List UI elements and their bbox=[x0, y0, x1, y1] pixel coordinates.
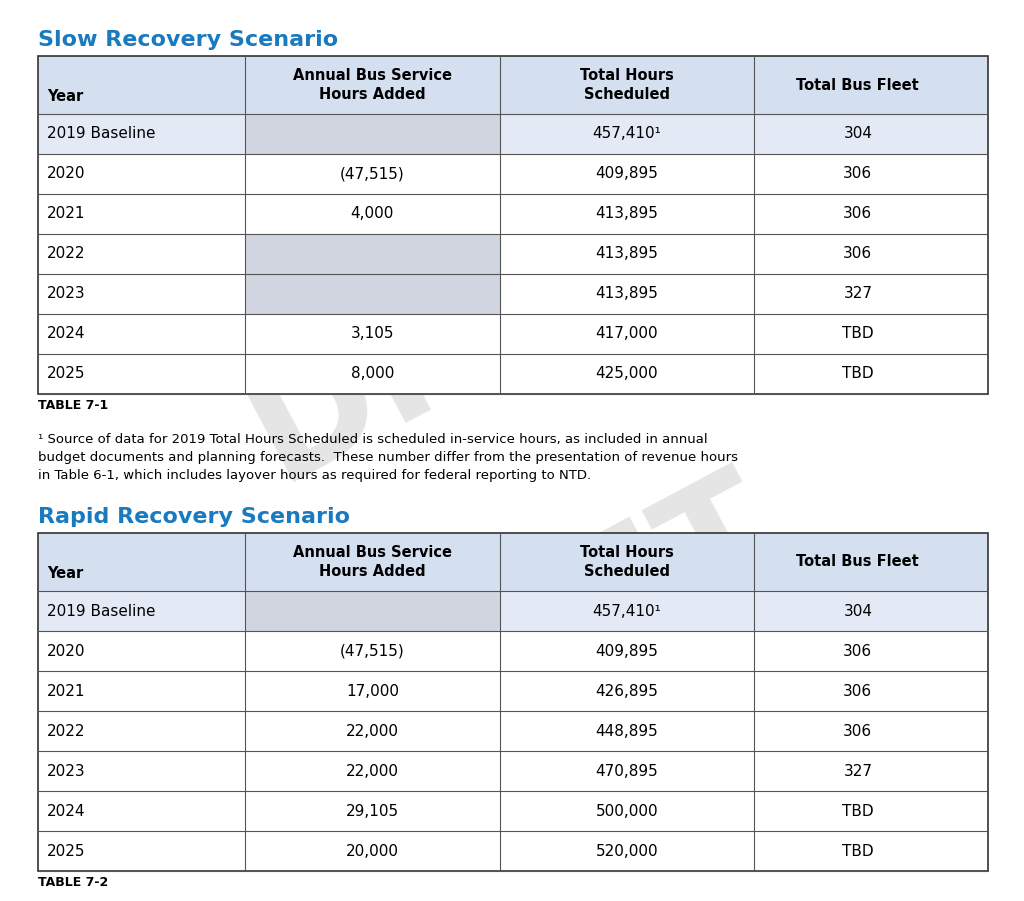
Text: Annual Bus Service
Hours Added: Annual Bus Service Hours Added bbox=[293, 545, 452, 578]
Text: Year: Year bbox=[47, 566, 83, 581]
Text: 426,895: 426,895 bbox=[596, 684, 658, 698]
Text: 2019 Baseline: 2019 Baseline bbox=[47, 126, 156, 141]
Text: Total Hours
Scheduled: Total Hours Scheduled bbox=[580, 545, 674, 578]
Text: 327: 327 bbox=[844, 763, 872, 778]
Text: Annual Bus Service
Hours Added: Annual Bus Service Hours Added bbox=[293, 68, 452, 102]
Bar bbox=[38, 791, 988, 831]
Text: 413,895: 413,895 bbox=[596, 287, 658, 302]
Bar bbox=[38, 831, 988, 871]
Text: 2021: 2021 bbox=[47, 684, 85, 698]
Text: 29,105: 29,105 bbox=[346, 804, 399, 818]
Text: in Table 6-1, which includes layover hours as required for federal reporting to : in Table 6-1, which includes layover hou… bbox=[38, 469, 591, 482]
Text: TBD: TBD bbox=[842, 843, 873, 859]
Text: 2020: 2020 bbox=[47, 167, 85, 181]
Text: 425,000: 425,000 bbox=[596, 367, 658, 381]
Text: Slow Recovery Scenario: Slow Recovery Scenario bbox=[38, 30, 338, 50]
Text: 448,895: 448,895 bbox=[596, 724, 658, 739]
Text: 306: 306 bbox=[844, 247, 872, 261]
Text: 3,105: 3,105 bbox=[350, 326, 394, 341]
Text: 304: 304 bbox=[844, 126, 872, 141]
Bar bbox=[38, 56, 988, 394]
Bar bbox=[38, 354, 988, 394]
Bar bbox=[38, 533, 988, 871]
Text: 2024: 2024 bbox=[47, 804, 85, 818]
Text: 22,000: 22,000 bbox=[346, 763, 399, 778]
Bar bbox=[38, 591, 988, 631]
Text: 327: 327 bbox=[844, 287, 872, 302]
Bar bbox=[38, 711, 988, 751]
Text: TABLE 7-1: TABLE 7-1 bbox=[38, 399, 109, 412]
Text: 413,895: 413,895 bbox=[596, 206, 658, 222]
Text: 2022: 2022 bbox=[47, 724, 85, 739]
Text: 20,000: 20,000 bbox=[346, 843, 399, 859]
Text: 8,000: 8,000 bbox=[350, 367, 394, 381]
Text: 306: 306 bbox=[844, 167, 872, 181]
Text: budget documents and planning forecasts.  These number differ from the presentat: budget documents and planning forecasts.… bbox=[38, 451, 738, 464]
Bar bbox=[245, 114, 500, 154]
Bar bbox=[38, 533, 988, 591]
Text: 2025: 2025 bbox=[47, 843, 85, 859]
Text: 520,000: 520,000 bbox=[596, 843, 658, 859]
Text: 2023: 2023 bbox=[47, 287, 86, 302]
Bar bbox=[38, 114, 988, 154]
Text: (47,515): (47,515) bbox=[340, 167, 404, 181]
Text: 470,895: 470,895 bbox=[596, 763, 658, 778]
Bar bbox=[38, 671, 988, 711]
Text: 409,895: 409,895 bbox=[596, 643, 658, 659]
Text: 457,410¹: 457,410¹ bbox=[593, 126, 662, 141]
Text: 2025: 2025 bbox=[47, 367, 85, 381]
Bar bbox=[38, 751, 988, 791]
Bar bbox=[245, 234, 500, 274]
Text: TABLE 7-2: TABLE 7-2 bbox=[38, 876, 109, 889]
Text: 22,000: 22,000 bbox=[346, 724, 399, 739]
Bar bbox=[38, 56, 988, 114]
Text: 17,000: 17,000 bbox=[346, 684, 399, 698]
Text: 306: 306 bbox=[844, 643, 872, 659]
Bar bbox=[245, 274, 500, 314]
Text: TBD: TBD bbox=[842, 326, 873, 341]
Text: TBD: TBD bbox=[842, 804, 873, 818]
Text: DRAFT: DRAFT bbox=[225, 450, 799, 850]
Text: 306: 306 bbox=[844, 684, 872, 698]
Text: 413,895: 413,895 bbox=[596, 247, 658, 261]
Text: 4,000: 4,000 bbox=[350, 206, 394, 222]
Bar bbox=[38, 154, 988, 194]
Text: 2021: 2021 bbox=[47, 206, 85, 222]
Text: 2024: 2024 bbox=[47, 326, 85, 341]
Text: 2019 Baseline: 2019 Baseline bbox=[47, 604, 156, 618]
Bar bbox=[245, 591, 500, 631]
Text: 417,000: 417,000 bbox=[596, 326, 658, 341]
Text: (47,515): (47,515) bbox=[340, 643, 404, 659]
Text: DRAFT: DRAFT bbox=[225, 110, 799, 510]
Text: Total Hours
Scheduled: Total Hours Scheduled bbox=[580, 68, 674, 102]
Text: 304: 304 bbox=[844, 604, 872, 618]
Bar bbox=[38, 234, 988, 274]
Bar bbox=[38, 274, 988, 314]
Text: 500,000: 500,000 bbox=[596, 804, 658, 818]
Text: 2020: 2020 bbox=[47, 643, 85, 659]
Text: ¹ Source of data for 2019 Total Hours Scheduled is scheduled in-service hours, a: ¹ Source of data for 2019 Total Hours Sc… bbox=[38, 433, 708, 446]
Text: Total Bus Fleet: Total Bus Fleet bbox=[797, 77, 920, 93]
Bar bbox=[38, 631, 988, 671]
Text: Rapid Recovery Scenario: Rapid Recovery Scenario bbox=[38, 507, 350, 527]
Text: 306: 306 bbox=[844, 206, 872, 222]
Bar bbox=[38, 314, 988, 354]
Text: Year: Year bbox=[47, 89, 83, 104]
Text: 306: 306 bbox=[844, 724, 872, 739]
Text: 2022: 2022 bbox=[47, 247, 85, 261]
Text: Total Bus Fleet: Total Bus Fleet bbox=[797, 554, 920, 569]
Text: 409,895: 409,895 bbox=[596, 167, 658, 181]
Text: 2023: 2023 bbox=[47, 763, 86, 778]
Text: TBD: TBD bbox=[842, 367, 873, 381]
Text: 457,410¹: 457,410¹ bbox=[593, 604, 662, 618]
Bar bbox=[38, 194, 988, 234]
